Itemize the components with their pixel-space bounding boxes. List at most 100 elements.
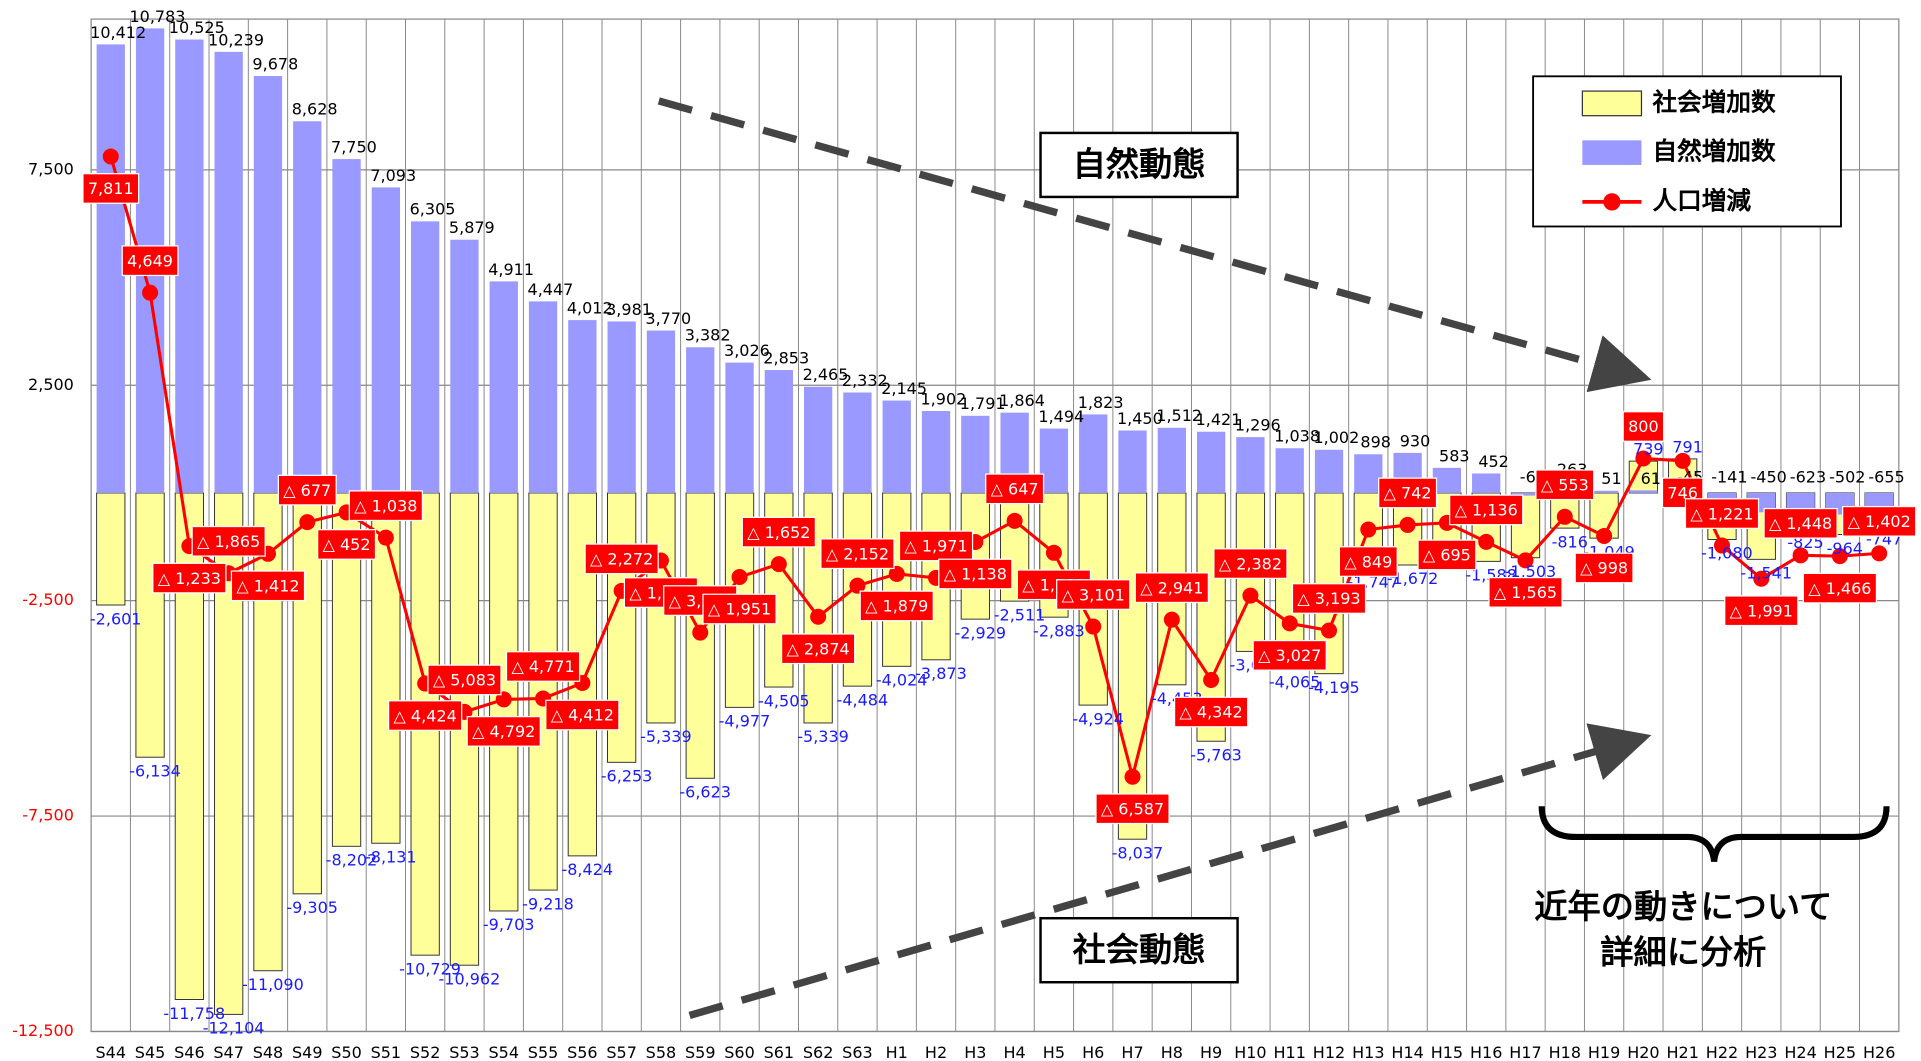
data-label: △ 2,382 — [1219, 554, 1282, 573]
x-tick-label: S45 — [135, 1043, 166, 1061]
x-tick-label: H26 — [1863, 1043, 1895, 1061]
x-tick-label: S53 — [449, 1043, 480, 1061]
label-box — [1724, 595, 1799, 627]
annotation-box — [1039, 131, 1239, 199]
label-box — [545, 699, 620, 731]
data-label: 7,811 — [88, 179, 134, 198]
data-label: -9,218 — [522, 894, 574, 913]
label-box — [1378, 477, 1438, 509]
point — [1517, 552, 1534, 569]
data-label: -11,758 — [163, 1004, 225, 1023]
data-label: △ 1,466 — [1808, 579, 1871, 598]
label-box — [1488, 576, 1563, 608]
label-box — [584, 543, 659, 575]
y-tick-label: -2,500 — [22, 590, 74, 609]
data-label: △ 849 — [1344, 552, 1392, 571]
x-tick-label: H5 — [1043, 1043, 1065, 1061]
bar — [921, 411, 951, 493]
bar — [450, 239, 479, 493]
data-label: △ 4,792 — [472, 722, 535, 741]
y-tick-label: -12,500 — [12, 1021, 74, 1040]
data-label: 10,783 — [129, 7, 185, 26]
data-label: -5,339 — [640, 727, 692, 746]
data-label: -816 — [1552, 532, 1588, 551]
data-label: △ 1,565 — [1494, 583, 1557, 602]
data-label: △ 4,412 — [551, 706, 614, 725]
bar — [1314, 449, 1344, 493]
point — [1596, 527, 1613, 544]
label-box — [152, 562, 227, 594]
bar — [1039, 428, 1069, 493]
legend-swatch — [1581, 90, 1643, 117]
data-label: -4,065 — [1269, 672, 1321, 691]
x-tick-label: S57 — [606, 1043, 637, 1061]
x-tick-label: H1 — [886, 1043, 908, 1061]
x-tick-label: H13 — [1352, 1043, 1384, 1061]
bar — [1354, 454, 1383, 493]
data-label: △ 452 — [323, 535, 371, 554]
label-box — [1056, 579, 1131, 610]
point — [888, 565, 905, 582]
x-tick-label: H24 — [1784, 1043, 1816, 1061]
data-label: 583 — [1439, 446, 1470, 465]
data-label: △ 2,874 — [787, 640, 850, 659]
x-tick-label: H15 — [1431, 1043, 1463, 1061]
data-label: -10,962 — [438, 969, 500, 988]
label-box — [1535, 469, 1595, 501]
point — [1753, 570, 1770, 587]
point — [810, 608, 827, 625]
bar — [1157, 427, 1186, 493]
data-label: △ 1,652 — [747, 523, 810, 542]
point — [1792, 547, 1809, 564]
data-label: △ 1,402 — [1848, 512, 1911, 531]
x-tick-label: S60 — [724, 1043, 755, 1061]
label-box — [317, 529, 377, 560]
data-label: 2,332 — [842, 371, 888, 390]
data-label: 746 — [1667, 484, 1698, 503]
bar — [1275, 448, 1304, 493]
data-label: 1,450 — [1117, 409, 1163, 428]
bar — [1118, 430, 1147, 493]
data-label: △ 5,083 — [433, 671, 496, 690]
label-box — [1095, 793, 1170, 825]
data-label: -4,505 — [758, 691, 810, 710]
point — [377, 529, 394, 546]
label-box — [388, 700, 463, 731]
point — [1831, 548, 1848, 565]
label-box — [1449, 494, 1524, 526]
point — [1242, 587, 1259, 604]
bar — [1629, 490, 1658, 493]
x-tick-label: H19 — [1588, 1043, 1620, 1061]
label-box — [1802, 572, 1878, 604]
data-label: -964 — [1827, 539, 1863, 558]
label-box — [820, 538, 895, 570]
data-label: 739 — [1633, 440, 1664, 459]
bar — [1196, 431, 1226, 493]
data-label: 1,902 — [921, 389, 967, 408]
data-label: △ 1,136 — [1455, 501, 1518, 520]
point — [1399, 516, 1416, 533]
data-label: 51 — [1601, 469, 1621, 488]
x-tick-label: H17 — [1509, 1043, 1541, 1061]
data-label: -8,131 — [365, 848, 417, 867]
legend-marker — [1603, 193, 1621, 211]
legend-swatch — [1582, 140, 1642, 165]
data-label: 1,791 — [960, 394, 1006, 413]
data-label: -1,503 — [1505, 562, 1557, 581]
data-label: △ 1,138 — [944, 565, 1007, 584]
data-label: 800 — [1628, 417, 1659, 436]
data-label: -450 — [1751, 468, 1787, 487]
data-label: 2,465 — [803, 365, 849, 384]
bar — [568, 320, 597, 493]
bar — [607, 321, 636, 493]
x-tick-label: S44 — [96, 1043, 127, 1061]
data-label: 4,911 — [488, 260, 534, 279]
data-label: -4,484 — [837, 690, 889, 709]
data-label: -4,924 — [1072, 709, 1124, 728]
label-box — [1173, 696, 1249, 728]
label-box — [1338, 546, 1398, 577]
data-label: 61 — [1641, 469, 1661, 488]
bar — [293, 121, 322, 493]
data-label: 4,649 — [127, 251, 173, 270]
